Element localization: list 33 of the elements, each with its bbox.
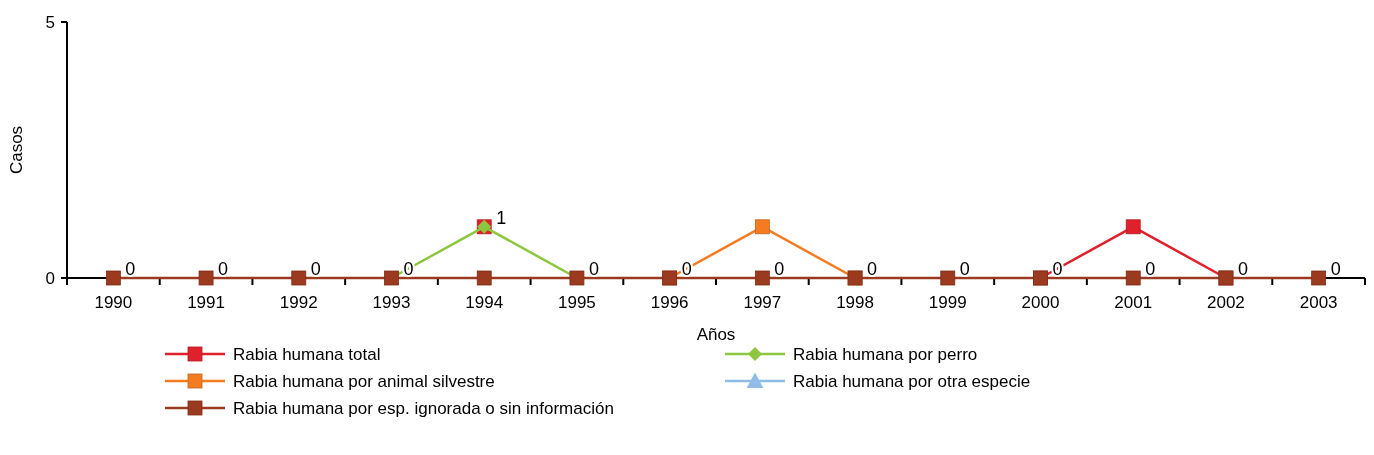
legend-label: Rabia humana por animal silvestre [233,371,495,391]
x-tick-label: 1997 [743,293,782,312]
x-tick-label: 1995 [558,293,596,312]
x-tick-label: 2002 [1207,293,1245,312]
legend-label: Rabia humana por perro [793,344,978,364]
annotation: 0 [310,259,321,279]
annotation: 0 [218,259,229,279]
x-tick-label: 1990 [94,293,133,312]
x-tick-label: 1998 [836,293,874,312]
legend-label: Rabia humana total [233,344,381,364]
annotation: 0 [867,259,878,279]
legend-label: Rabia humana por esp. ignorada o sin información [233,398,614,418]
x-tick-label: 1993 [372,293,411,312]
x-tick-label: 1991 [187,293,225,312]
x-tick-label: 2003 [1299,293,1338,312]
annotation: 0 [774,259,785,279]
annotation: 0 [1330,259,1341,279]
x-tick-label: 2000 [1021,293,1060,312]
x-axis-title: Años [696,325,736,344]
annotation: 0 [1145,259,1156,279]
x-tick-label: 1992 [279,293,318,312]
x-tick-label: 1999 [928,293,967,312]
x-tick-label: 1994 [465,293,504,312]
annotation: 0 [125,259,136,279]
annotation: 0 [1237,259,1248,279]
x-tick-label: 2001 [1114,293,1153,312]
annotation: 1 [496,207,507,228]
x-tick-label: 1996 [650,293,689,312]
legend-label: Rabia humana por otra especie [793,371,1031,391]
y-axis-title: Casos [7,125,26,175]
annotation: 0 [588,259,599,279]
y-tick-label: 5 [45,12,55,32]
annotation: 0 [959,259,970,279]
